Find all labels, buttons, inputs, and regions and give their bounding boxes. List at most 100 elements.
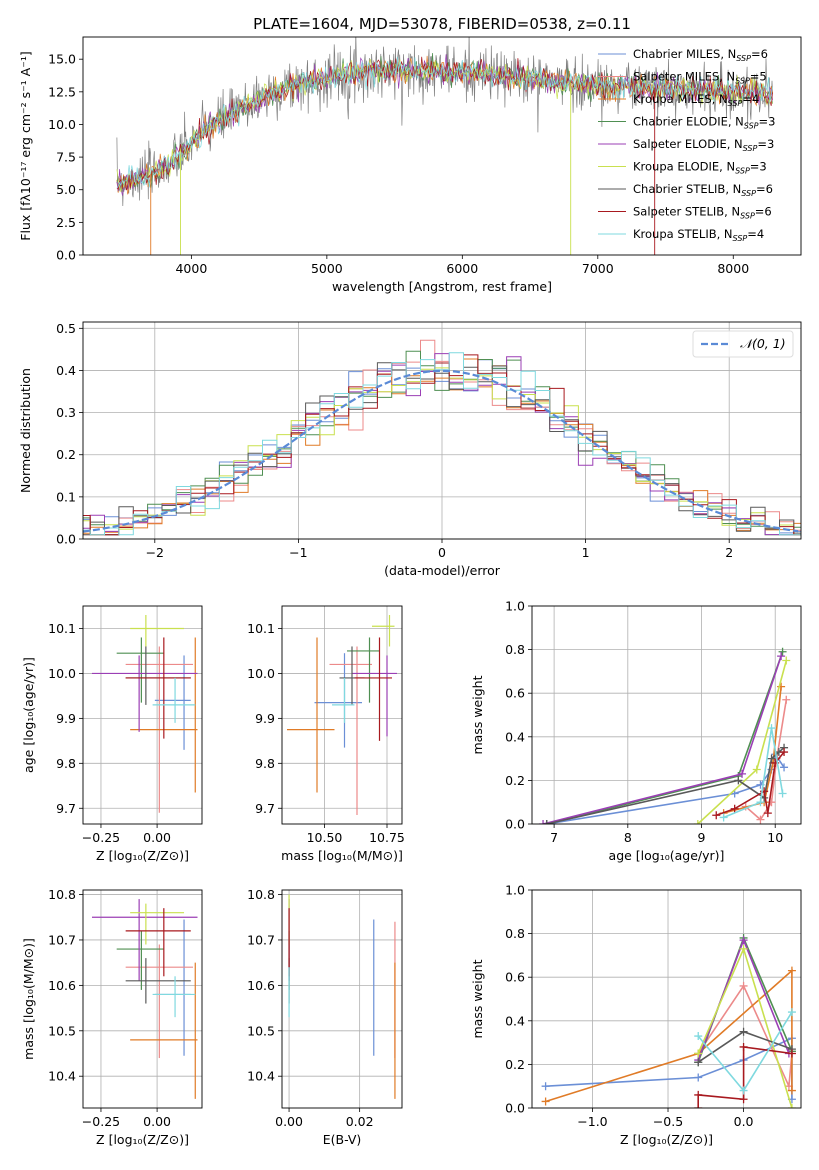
x-tick-label: 7000 (582, 261, 614, 276)
y-tick-label: 0.1 (56, 489, 76, 504)
x-tick-label: 9 (698, 830, 706, 845)
y-tick-label: 1.0 (505, 599, 525, 614)
weight-marker-chab_miles (780, 763, 789, 772)
weight-marker-krou_miles (541, 1097, 550, 1106)
weight-marker-krou_stelib (739, 1086, 748, 1095)
residuals-legend-box (692, 330, 794, 358)
x-tick-label: 0.00 (143, 1114, 171, 1129)
histogram-krou_stelib (83, 352, 801, 536)
weight-marker-chab_elodie (778, 647, 787, 656)
legend-entry: Salpeter ELODIE, NSSP=3 (633, 137, 774, 153)
y-tick-label: 0.2 (505, 773, 525, 788)
y-tick-label: 9.7 (56, 801, 76, 816)
y-tick-label: 10.4 (247, 1069, 275, 1084)
y-tick-label: 10.1 (247, 621, 275, 636)
weight-marker-chab_miles (694, 1073, 703, 1082)
y-tick-label: 10.0 (48, 666, 76, 681)
weight-line-chab_stelib (546, 747, 785, 824)
axes-frame (82, 36, 802, 256)
x-tick-label: 10.75 (369, 830, 405, 845)
mass_vs_Z-panel: −0.25 0.00 10.4 10.5 10.6 10.7 10.8 Z [log₁₀(Z/… (21, 887, 203, 1147)
legend-entry: Kroupa ELODIE, NSSP=3 (633, 160, 767, 176)
x-tick-label: 7 (550, 830, 558, 845)
weight-marker-salp_stelib (730, 804, 739, 813)
weight-marker-chab_stelib (542, 820, 551, 824)
x-axis-label: Z [log₁₀(Z/Z⊙)] (96, 848, 189, 863)
weight-marker-krou_stelib (778, 789, 787, 798)
axes-frame (82, 889, 203, 1109)
y-tick-label: 10.4 (48, 1069, 76, 1084)
y-tick-label: 7.5 (56, 150, 76, 165)
weight-line-krou_elodie (697, 660, 788, 824)
x-axis-label: Z [log₁₀(Z/Z⊙)] (620, 1132, 713, 1147)
weight-marker-salp_stelib (712, 811, 721, 820)
weight-line-salp_miles (697, 984, 793, 1090)
weight-marker-krou_miles (787, 1086, 796, 1095)
y-tick-label: 0.3 (56, 405, 76, 420)
x-tick-label: −0.25 (82, 830, 120, 845)
y-tick-label: 10.7 (48, 932, 76, 947)
axes-frame (281, 605, 403, 825)
x-tick-label: −2 (146, 545, 164, 560)
axes-frame (82, 605, 203, 825)
x-tick-label: 0.00 (275, 1114, 303, 1129)
y-tick-label: 0.5 (56, 321, 76, 336)
x-tick-label: 0.0 (734, 1114, 754, 1129)
age_vs_Z-panel: −0.25 0.00 9.7 9.8 9.9 10.0 10.1 Z [log₁₀(Z/Z⊙)… (21, 605, 203, 863)
weight-marker-chab_stelib (734, 776, 743, 785)
weight-marker-salp_elodie (738, 769, 747, 778)
y-axis-label: mass weight (470, 675, 485, 754)
y-tick-label: 0.0 (505, 817, 525, 832)
axes-frame (531, 889, 802, 1109)
y-tick-label: 1.0 (505, 883, 525, 898)
legend-entry: Chabrier STELIB, NSSP=6 (633, 182, 773, 198)
x-tick-label: 8000 (717, 261, 749, 276)
legend-entry: Chabrier ELODIE, NSSP=3 (633, 115, 775, 131)
legend-entry: Kroupa STELIB, NSSP=4 (633, 227, 764, 243)
y-tick-label: 9.8 (56, 756, 76, 771)
weight-marker-krou_stelib (694, 1032, 703, 1041)
y-axis-label: mass weight (470, 959, 485, 1038)
weight-marker-krou_miles (787, 966, 796, 975)
x-axis-label: age [log₁₀(age/yr)] (609, 848, 725, 863)
legend-entry: Salpeter MILES, NSSP=5 (633, 70, 767, 86)
x-tick-label: 0.00 (143, 830, 171, 845)
x-tick-label: −1.0 (577, 1114, 607, 1129)
weight-line-krou_stelib (723, 727, 784, 819)
weight_vs_Z-panel: −1.0 −0.5 0.0 0.0 0.2 0.4 0.6 0.8 1.0 Z [log₁₀(Z/… (470, 883, 802, 1147)
histogram-krou_elodie (83, 367, 801, 536)
axes-frame (531, 605, 802, 825)
weight-line-krou_elodie (697, 946, 793, 1108)
y-tick-label: 0.6 (505, 686, 525, 701)
weight-marker-krou_elodie (782, 656, 791, 665)
weight-marker-salp_stelib (739, 1042, 748, 1051)
y-tick-label: 15.0 (48, 52, 76, 67)
weight-marker-salp_stelib (739, 1095, 748, 1104)
weight-marker-krou_stelib (756, 798, 765, 807)
weight-line-chab_elodie (546, 651, 784, 824)
x-tick-label: 5000 (311, 261, 343, 276)
mass_vs_EBV-panel: 0.00 0.02 10.4 10.5 10.6 10.7 10.8 E(B-V) (247, 887, 403, 1147)
figure-title: PLATE=1604, MJD=53078, FIBERID=0538, z=0… (253, 15, 631, 33)
residuals-panel: −2 −1 0 1 2 0.0 0.1 0.2 0.3 0.4 0.5 (data-model)/er… (18, 321, 802, 578)
x-tick-label: −0.25 (82, 1114, 120, 1129)
weight-marker-salp_stelib (694, 1090, 703, 1099)
y-tick-label: 10.5 (247, 1023, 275, 1038)
legend-entry: Chabrier MILES, NSSP=6 (633, 47, 768, 63)
weight-marker-krou_elodie (787, 1104, 796, 1108)
weight-marker-chab_miles (541, 1082, 550, 1091)
y-tick-label: 0.2 (505, 1057, 525, 1072)
y-tick-label: 10.6 (48, 978, 76, 993)
weight-marker-salp_miles (782, 695, 791, 704)
weight-line-krou_miles (723, 686, 782, 814)
y-tick-label: 2.5 (56, 215, 76, 230)
weight-marker-krou_stelib (719, 813, 728, 822)
y-tick-label: 0.0 (56, 248, 76, 263)
legend-entry: 𝒩(0, 1) (740, 336, 786, 351)
normal-curve (83, 369, 799, 533)
x-axis-label: Z [log₁₀(Z/Z⊙)] (96, 1132, 189, 1147)
x-tick-label: 0.02 (346, 1114, 374, 1129)
legend-entry: Kroupa MILES, NSSP=4 (633, 92, 759, 108)
weight-marker-salp_stelib (694, 1104, 703, 1108)
weight_vs_age-panel: 7 8 9 10 0.0 0.2 0.4 0.6 0.8 1.0 age [log₁₀(age/yr… (470, 599, 802, 863)
